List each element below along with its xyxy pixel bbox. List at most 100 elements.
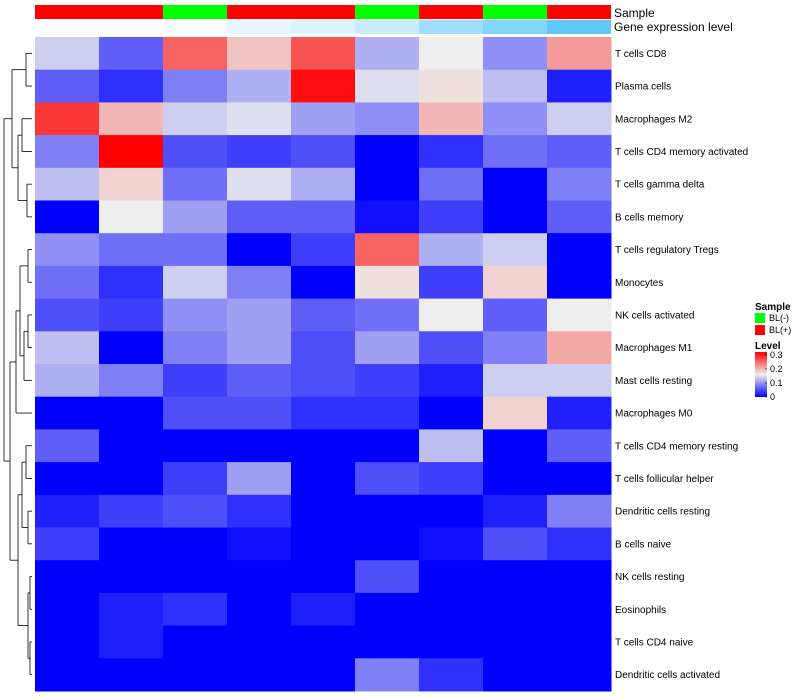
row-label: T cells regulatory Tregs	[615, 245, 719, 256]
heatmap-cell	[483, 658, 548, 692]
heatmap-cell	[355, 462, 420, 496]
heatmap-cell	[99, 37, 164, 71]
sample-legend-label: BL(+)	[769, 325, 791, 335]
heatmap-cell	[163, 69, 228, 103]
heatmap-cell	[163, 658, 228, 692]
heatmap-cell	[35, 200, 100, 234]
heatmap-cell	[99, 331, 164, 365]
heatmap-cell	[483, 298, 548, 332]
heatmap-cell	[99, 233, 164, 267]
heatmap-cell	[227, 462, 292, 496]
heatmap-cell	[227, 560, 292, 594]
heatmap-cell	[291, 625, 356, 659]
heatmap-cell	[291, 658, 356, 692]
row-dendrogram	[3, 52, 32, 676]
heatmap-cell	[291, 200, 356, 234]
heatmap-cell	[291, 69, 356, 103]
level-legend-tick-label: 0.2	[770, 364, 783, 374]
heatmap-cell	[99, 462, 164, 496]
heatmap-cell	[483, 429, 548, 463]
expression-annotation-cell	[227, 20, 291, 34]
expression-annotation-cell	[99, 20, 163, 34]
heatmap-cell	[291, 298, 356, 332]
heatmap-cell	[227, 625, 292, 659]
heatmap-cell	[483, 167, 548, 201]
heatmap-cell	[483, 331, 548, 365]
sample-legend-label: BL(-)	[769, 313, 789, 323]
heatmap-cell	[163, 233, 228, 267]
sample-annotation-cell	[483, 5, 547, 19]
expression-annotation-cell	[355, 20, 419, 34]
sample-annotation-bar	[35, 5, 611, 19]
heatmap-cell	[35, 625, 100, 659]
heatmap-cell	[99, 658, 164, 692]
level-legend-tick-label: 0.1	[770, 378, 783, 388]
heatmap-cell	[419, 560, 484, 594]
expression-annotation-label: Gene expression level	[614, 20, 733, 34]
sample-legend-entries: BL(-) BL(+)	[755, 313, 791, 335]
heatmap-cell	[483, 364, 548, 398]
heatmap-cell	[163, 396, 228, 430]
sample-legend-title: Sample	[755, 302, 791, 313]
heatmap-cell	[483, 527, 548, 561]
heatmap-cell	[99, 396, 164, 430]
heatmap-cell	[99, 527, 164, 561]
heatmap-cell	[355, 331, 420, 365]
sample-annotation-cell	[99, 5, 163, 19]
heatmap-cell	[547, 592, 612, 627]
level-legend-tick-label: 0.3	[770, 350, 783, 360]
heatmap-cell	[419, 298, 484, 332]
expression-annotation-bar	[35, 20, 611, 34]
expression-annotation-cell	[547, 20, 611, 34]
row-label: Dendritic cells resting	[615, 507, 710, 518]
sample-annotation-cell	[163, 5, 227, 19]
heatmap-cell	[291, 560, 356, 594]
heatmap-cell	[227, 592, 292, 627]
heatmap-cells	[35, 37, 612, 692]
heatmap-cell	[35, 167, 100, 201]
heatmap-cell	[99, 69, 164, 103]
heatmap-cell	[291, 265, 356, 300]
heatmap-cell	[419, 658, 484, 692]
row-label: NK cells resting	[615, 572, 684, 583]
heatmap-cell	[227, 265, 292, 300]
heatmap-cell	[547, 625, 612, 659]
heatmap-cell	[355, 135, 420, 169]
sample-annotation-cell	[291, 5, 355, 19]
heatmap-cell	[99, 135, 164, 169]
heatmap-cell	[483, 462, 548, 496]
heatmap-cell	[483, 592, 548, 627]
heatmap-cell	[227, 331, 292, 365]
heatmap-cell	[419, 592, 484, 627]
heatmap-cell	[419, 102, 484, 136]
expression-annotation-cell	[419, 20, 483, 34]
heatmap-cell	[419, 625, 484, 659]
heatmap-cell	[547, 364, 612, 398]
heatmap-cell	[355, 233, 420, 267]
heatmap-cell	[355, 625, 420, 659]
heatmap-cell	[419, 494, 484, 528]
heatmap-cell	[163, 102, 228, 136]
heatmap-cell	[35, 331, 100, 365]
heatmap-cell	[227, 364, 292, 398]
heatmap-cell	[547, 233, 612, 267]
sample-annotation-cell	[419, 5, 483, 19]
heatmap-cell	[163, 298, 228, 332]
heatmap-cell	[227, 494, 292, 528]
level-legend-title: Level	[755, 341, 781, 352]
sample-annotation-cell	[547, 5, 611, 19]
sample-legend-swatch	[755, 325, 765, 335]
heatmap-cell	[419, 37, 484, 71]
sample-legend-swatch	[755, 313, 765, 323]
heatmap-cell	[35, 233, 100, 267]
row-labels: T cells CD8 Plasma cells Macrophages M2 T c…	[615, 49, 748, 681]
row-label: Plasma cells	[615, 82, 671, 93]
level-legend-ticks: 0.3 0.2 0.1 0	[765, 350, 783, 402]
heatmap-cell	[291, 331, 356, 365]
heatmap-cell	[227, 396, 292, 430]
heatmap-cell	[99, 560, 164, 594]
heatmap-cell	[483, 625, 548, 659]
heatmap-cell	[355, 167, 420, 201]
heatmap-cell	[547, 298, 612, 332]
heatmap-cell	[227, 429, 292, 463]
